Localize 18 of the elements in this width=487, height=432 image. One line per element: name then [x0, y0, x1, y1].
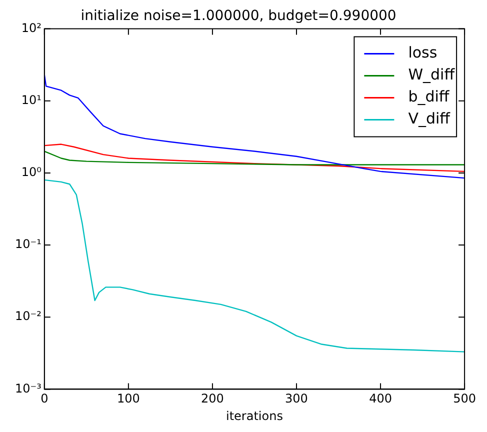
- y-tick-label: 10²: [21, 20, 42, 35]
- y-tick-label: 10⁰: [21, 165, 42, 180]
- legend-label: V_diff: [408, 110, 451, 128]
- x-tick-label: 0: [40, 392, 48, 406]
- legend-label: loss: [408, 44, 438, 62]
- x-tick-label: 500: [453, 392, 476, 406]
- y-tick-label: 10⁻²: [14, 309, 42, 324]
- y-tick-label: 10⁻¹: [14, 237, 42, 252]
- legend-label: b_diff: [408, 88, 450, 106]
- chart-title: initialize noise=1.000000, budget=0.990000: [80, 8, 396, 24]
- x-tick-label: 300: [285, 392, 308, 406]
- y-tick-label: 10¹: [21, 93, 42, 108]
- x-tick-label: 200: [201, 392, 224, 406]
- x-tick-label: 400: [369, 392, 392, 406]
- legend-label: W_diff: [408, 66, 456, 84]
- x-axis-title: iterations: [226, 408, 283, 423]
- x-tick-label: 100: [116, 392, 140, 406]
- y-tick-label: 10⁻³: [14, 381, 42, 396]
